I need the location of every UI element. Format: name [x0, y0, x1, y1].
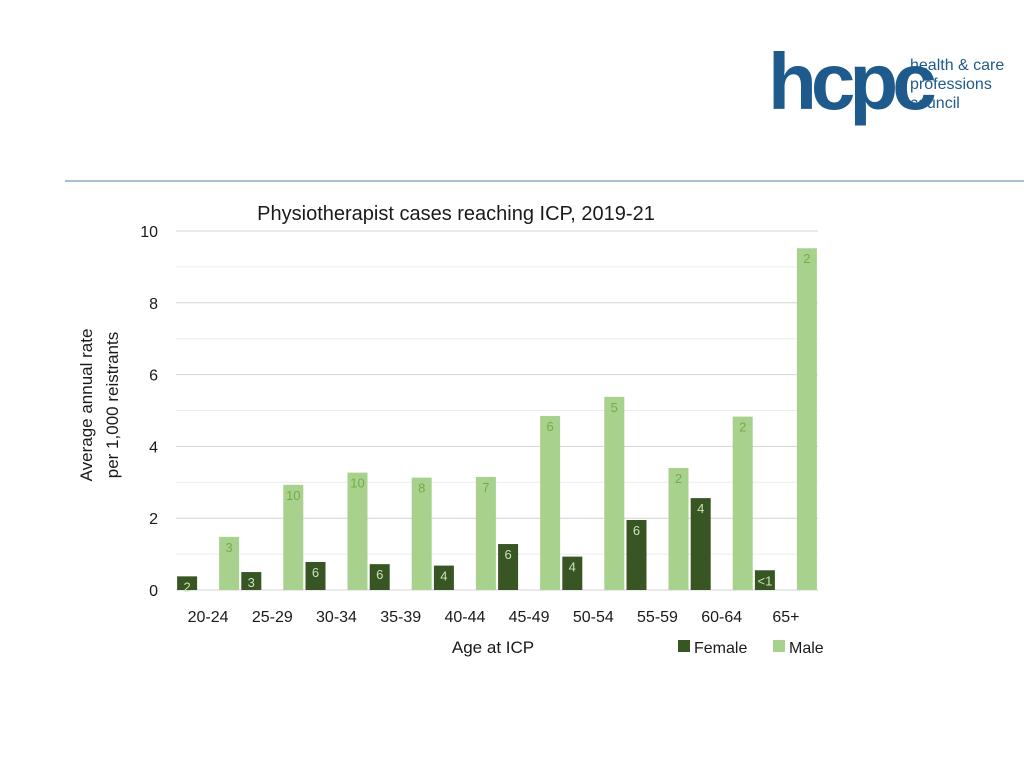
x-tick-label: 45-49	[509, 609, 550, 626]
legend-label-male: Male	[789, 640, 824, 657]
data-label-male: 7	[482, 480, 489, 495]
x-tick-label: 65+	[772, 609, 799, 626]
y-tick-label: 0	[149, 583, 158, 600]
hcpc-logo: hcpc health & care professions council	[768, 36, 1008, 136]
legend: Female Male	[678, 640, 824, 657]
data-label-male: 8	[418, 481, 425, 496]
data-label-male: 5	[611, 400, 618, 415]
data-label-female: 4	[697, 501, 704, 516]
bar-male	[796, 248, 817, 590]
x-tick-label: 35-39	[380, 609, 421, 626]
bar-female	[433, 565, 454, 590]
x-tick-label: 50-54	[573, 609, 614, 626]
data-label-female: 3	[248, 575, 255, 590]
bar-female	[626, 519, 647, 590]
data-label-male: 2	[739, 420, 746, 435]
x-axis-ticks: 20-24 25-29 30-34 35-39 40-44 45-49 50-54 55-59…	[188, 609, 800, 626]
bar-female	[562, 556, 583, 590]
data-label-female: 6	[376, 567, 383, 582]
logo-wordmark: health & care professions council	[910, 56, 1004, 113]
data-label-female: 6	[312, 565, 319, 580]
bar-male	[475, 476, 496, 590]
bar-male	[668, 467, 689, 590]
logo-mark: hcpc	[768, 37, 937, 126]
legend-label-female: Female	[694, 640, 747, 657]
bar-female	[690, 498, 711, 590]
y-tick-label: 8	[149, 296, 158, 313]
y-tick-label: 10	[140, 224, 158, 241]
y-tick-label: 4	[149, 439, 158, 456]
bar-female	[177, 576, 198, 590]
data-label-female: 6	[504, 547, 511, 562]
x-axis-label: Age at ICP	[452, 638, 534, 657]
data-label-female: 4	[569, 560, 576, 575]
x-tick-label: 20-24	[188, 609, 229, 626]
data-label-male: 2	[675, 471, 682, 486]
y-axis-ticks: 0 2 4 6 8 10	[140, 224, 158, 600]
x-tick-label: 60-64	[701, 609, 742, 626]
x-tick-label: 55-59	[637, 609, 678, 626]
bar-male	[411, 477, 432, 590]
legend-swatch-female	[678, 640, 690, 652]
data-label-male: 2	[803, 251, 810, 266]
bar-female	[305, 561, 326, 590]
bar-female	[754, 570, 775, 590]
bar-female	[498, 544, 519, 590]
data-label-male: 10	[350, 476, 364, 491]
x-tick-label: 25-29	[252, 609, 293, 626]
x-tick-label: 40-44	[444, 609, 485, 626]
bar-male	[219, 536, 240, 590]
bar-female	[369, 564, 390, 590]
bar-female	[241, 572, 262, 590]
bar-male	[732, 416, 753, 590]
bar-male	[347, 472, 368, 590]
bar-male	[283, 484, 304, 590]
logo-word-line-1: health & care	[910, 57, 1005, 74]
y-tick-label: 2	[149, 511, 158, 528]
bar-male	[540, 415, 561, 590]
y-tick-label: 6	[149, 368, 158, 385]
y-axis-label-line-1: Average annual rate	[77, 329, 96, 482]
data-label-male: 10	[286, 488, 300, 503]
gridlines	[176, 230, 818, 591]
data-label-female: <1	[757, 573, 772, 588]
chart-title: Physiotherapist cases reaching ICP, 2019…	[257, 203, 655, 225]
data-label-male: 3	[225, 540, 232, 555]
data-label-female: 6	[633, 523, 640, 538]
y-axis-label-line-2: per 1,000 reistrants	[103, 332, 122, 478]
bar-male	[604, 396, 625, 590]
legend-swatch-male	[773, 640, 785, 652]
data-label-female: 2	[183, 579, 190, 594]
logo-word-line-2: professions	[910, 76, 992, 93]
logo-word-line-3: council	[910, 95, 960, 112]
x-tick-label: 30-34	[316, 609, 357, 626]
header-divider	[65, 180, 1024, 182]
data-label-female: 4	[440, 569, 447, 584]
data-label-male: 6	[546, 419, 553, 434]
